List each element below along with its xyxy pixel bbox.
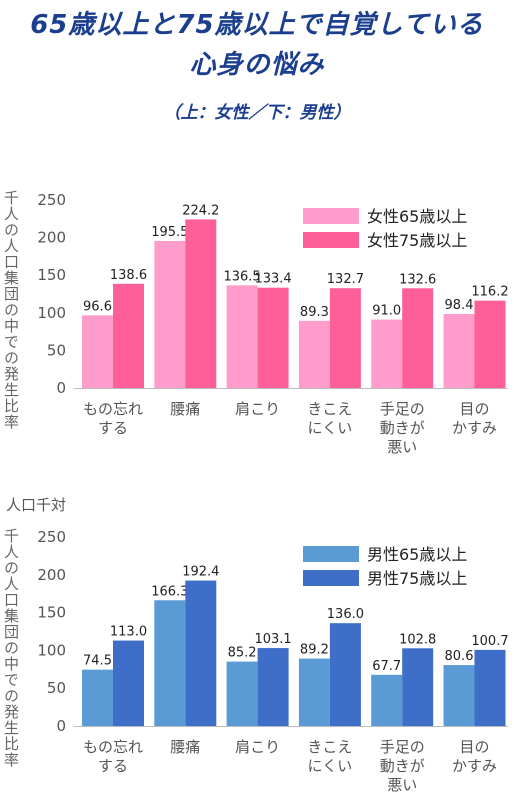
unit-label: 人口千対 [6, 496, 67, 514]
female-ytick-150: 150 [37, 266, 66, 284]
female-ytick-250: 250 [37, 191, 66, 209]
female-data-label-0-2: 136.5 [223, 269, 260, 284]
female-bar-0-0 [82, 315, 113, 388]
female-category-label-5-1: かすみ [452, 419, 497, 437]
page-title-line1: 65歳以上と75歳以上で自覚している [30, 10, 484, 40]
male-legend-label-1: 男性75歳以上 [367, 569, 467, 588]
male-ytick-200: 200 [37, 566, 66, 584]
male-bar-1-3 [329, 623, 361, 726]
male-category-label-3-1: にくい [308, 757, 353, 775]
female-bar-1-1 [185, 219, 217, 388]
female-bar-1-4 [402, 288, 434, 388]
male-data-label-1-5: 100.7 [471, 634, 508, 649]
male-data-label-0-0: 74.5 [83, 654, 112, 669]
female-data-label-1-2: 133.4 [254, 272, 291, 287]
male-bar-1-2 [257, 648, 289, 726]
male-data-label-0-2: 85.2 [228, 646, 257, 661]
male-bar-0-1 [154, 600, 186, 726]
female-bar-1-2 [257, 287, 289, 388]
female-bar-1-5 [474, 300, 506, 388]
male-bar-0-0 [82, 669, 113, 726]
male-bar-1-5 [474, 649, 506, 726]
male-bar-0-3 [298, 658, 330, 726]
male-legend-label-0: 男性65歳以上 [367, 545, 467, 564]
female-data-label-0-0: 96.6 [83, 299, 112, 314]
male-data-label-0-1: 166.3 [151, 584, 188, 599]
male-bar-0-4 [371, 674, 403, 726]
male-data-label-1-0: 113.0 [110, 625, 147, 640]
page-subtitle: （上：女性／下：男性） [163, 103, 351, 123]
female-ytick-100: 100 [37, 304, 66, 322]
male-category-label-4-1: 動きが [380, 757, 425, 775]
female-category-label-4-0: 手足の [380, 400, 425, 418]
male-category-label-4-0: 手足の [380, 738, 425, 756]
male-legend-swatch-1 [303, 570, 359, 586]
male-bar-1-4 [402, 648, 434, 726]
female-ytick-50: 50 [47, 341, 66, 359]
female-legend-label-0: 女性65歳以上 [367, 207, 467, 226]
female-bar-1-3 [329, 288, 361, 388]
female-bar-0-3 [298, 320, 330, 388]
male-data-label-1-3: 136.0 [327, 607, 364, 622]
chart-female-ylabel: 千人の人口集団の中での発生比率 [2, 190, 20, 430]
female-bar-0-1 [154, 240, 186, 388]
female-data-label-1-5: 116.2 [471, 285, 508, 300]
female-bar-1-0 [113, 283, 144, 388]
female-bar-0-5 [443, 314, 475, 388]
chart-male-ylabel: 千人の人口集団の中での発生比率 [2, 528, 20, 768]
male-data-label-0-4: 67.7 [372, 659, 401, 674]
female-legend-swatch-0 [303, 208, 359, 224]
female-data-label-0-3: 89.3 [300, 305, 329, 320]
male-ytick-50: 50 [47, 679, 66, 697]
male-category-label-2-0: 肩こり [235, 738, 280, 756]
male-bar-0-2 [226, 661, 258, 726]
female-bar-0-4 [371, 319, 403, 388]
page-title-line2: 心身の悩み [189, 50, 325, 80]
male-ytick-250: 250 [37, 528, 66, 546]
female-ytick-0: 0 [56, 379, 66, 397]
female-data-label-0-1: 195.5 [151, 225, 188, 240]
male-data-label-1-2: 103.1 [254, 632, 291, 647]
female-category-label-3-1: にくい [308, 419, 353, 437]
male-data-label-0-5: 80.6 [445, 649, 474, 664]
male-bar-1-0 [113, 640, 144, 726]
male-data-label-1-4: 102.8 [399, 632, 436, 647]
male-bar-1-1 [185, 580, 217, 726]
male-data-label-1-1: 192.4 [182, 565, 219, 580]
female-data-label-1-0: 138.6 [110, 268, 147, 283]
female-category-label-0-0: もの忘れ [83, 400, 143, 418]
female-data-label-0-5: 98.4 [445, 298, 474, 313]
female-category-label-0-1: する [98, 419, 128, 437]
male-category-label-3-0: きこえ [307, 738, 352, 756]
male-category-label-5-1: かすみ [452, 757, 497, 775]
male-category-label-0-1: する [98, 757, 128, 775]
male-data-label-0-3: 89.2 [300, 643, 329, 658]
male-category-label-4-2: 悪い [387, 776, 417, 794]
male-ytick-150: 150 [37, 604, 66, 622]
male-category-label-0-0: もの忘れ [83, 738, 143, 756]
female-category-label-3-0: きこえ [307, 400, 352, 418]
female-category-label-2-0: 肩こり [235, 400, 280, 418]
male-category-label-1-0: 腰痛 [170, 738, 200, 756]
female-data-label-1-4: 132.6 [399, 272, 436, 287]
male-ytick-0: 0 [56, 717, 66, 735]
female-ytick-200: 200 [37, 229, 66, 247]
female-data-label-1-1: 224.2 [182, 203, 219, 218]
female-legend-label-1: 女性75歳以上 [367, 231, 467, 250]
male-legend-swatch-0 [303, 546, 359, 562]
female-data-label-1-3: 132.7 [327, 272, 364, 287]
male-bar-0-5 [443, 665, 475, 726]
male-ytick-100: 100 [37, 641, 66, 659]
female-category-label-5-0: 目の [459, 400, 489, 418]
female-legend-swatch-1 [303, 232, 359, 248]
male-category-label-5-0: 目の [459, 738, 489, 756]
female-category-label-4-2: 悪い [387, 438, 417, 456]
female-category-label-1-0: 腰痛 [170, 400, 200, 418]
female-data-label-0-4: 91.0 [372, 304, 401, 319]
female-bar-0-2 [226, 285, 258, 388]
female-category-label-4-1: 動きが [380, 419, 425, 437]
